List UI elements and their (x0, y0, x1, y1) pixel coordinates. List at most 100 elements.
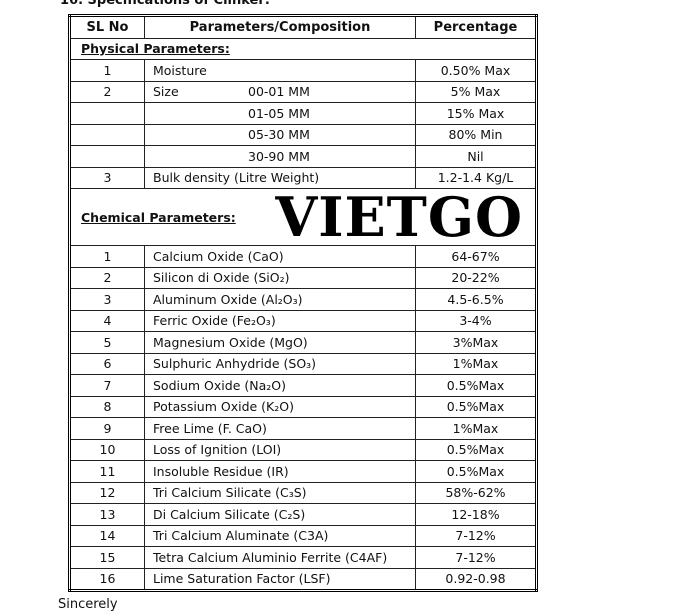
parameter-cell: Insoluble Residue (IR) (144, 460, 416, 483)
size-range: 01-05 MM (248, 105, 310, 121)
percentage-cell: 80% Min (415, 123, 537, 146)
percentage-cell: 5% Max (415, 80, 537, 103)
table-row: 9 Free Lime (F. CaO) 1%Max (69, 417, 537, 440)
parameter-cell: Loss of Ignition (LOI) (144, 438, 416, 461)
percentage-cell: 1.2-1.4 Kg/L (415, 166, 537, 189)
table-row: 15 Tetra Calcium Aluminio Ferrite (C4AF) 7… (69, 546, 537, 569)
parameter-cell: Potassium Oxide (K₂O) (144, 395, 416, 418)
percentage-cell: 20-22% (415, 266, 537, 289)
percentage-cell: 0.5%Max (415, 460, 537, 483)
parameter-cell: Tetra Calcium Aluminio Ferrite (C4AF) (144, 546, 416, 569)
header-percentage: Percentage (415, 15, 537, 39)
parameter-cell: 05-30 MM (144, 123, 416, 146)
parameter-name: Size (153, 84, 179, 100)
parameter-cell: Magnesium Oxide (MgO) (144, 331, 416, 354)
header-sl-no: SL No (69, 15, 145, 39)
physical-section-label: Physical Parameters: (69, 37, 537, 60)
sl-no-cell: 7 (69, 374, 145, 397)
parameter-cell: Tri Calcium Silicate (C₃S) (144, 481, 416, 504)
table-row: 05-30 MM 80% Min (69, 123, 537, 146)
header-parameters: Parameters/Composition (144, 15, 416, 39)
table-row: 13 Di Calcium Silicate (C₂S) 12-18% (69, 503, 537, 526)
sl-no-cell: 14 (69, 524, 145, 547)
sl-no-cell: 10 (69, 438, 145, 461)
sl-no-cell: 3 (69, 166, 145, 189)
percentage-cell: 1%Max (415, 417, 537, 440)
size-range: 05-30 MM (248, 127, 310, 143)
parameter-cell: Free Lime (F. CaO) (144, 417, 416, 440)
percentage-cell: 3-4% (415, 309, 537, 332)
parameter-cell: Size 00-01 MM (144, 80, 416, 103)
closing-text: Sincerely (58, 597, 118, 612)
sl-no-cell: 8 (69, 395, 145, 418)
sl-no-cell: 1 (69, 245, 145, 268)
sl-no-cell: 5 (69, 331, 145, 354)
table-row: 5 Magnesium Oxide (MgO) 3%Max (69, 331, 537, 354)
section-title: 16. Specifications of Clinker: (60, 0, 270, 8)
sl-no-cell: 11 (69, 460, 145, 483)
table-row: 2 Size 00-01 MM 5% Max (69, 80, 537, 103)
parameter-cell: Aluminum Oxide (Al₂O₃) (144, 288, 416, 311)
table-row: 2 Silicon di Oxide (SiO₂) 20-22% (69, 266, 537, 289)
table-row: 3 Aluminum Oxide (Al₂O₃) 4.5-6.5% (69, 288, 537, 311)
sl-no-cell: 4 (69, 309, 145, 332)
parameter-cell: Silicon di Oxide (SiO₂) (144, 266, 416, 289)
percentage-cell: Nil (415, 145, 537, 168)
table-row: 12 Tri Calcium Silicate (C₃S) 58%-62% (69, 481, 537, 504)
table-row: 11 Insoluble Residue (IR) 0.5%Max (69, 460, 537, 483)
sl-no-cell (69, 145, 145, 168)
parameter-cell: Lime Saturation Factor (LSF) (144, 567, 416, 591)
sl-no-cell: 15 (69, 546, 145, 569)
sl-no-cell: 12 (69, 481, 145, 504)
chemical-section-row: Chemical Parameters: VIETGO (69, 185, 537, 249)
size-range: 00-01 MM (248, 84, 310, 100)
percentage-cell: 1%Max (415, 352, 537, 375)
parameter-cell: Sulphuric Anhydride (SO₃) (144, 352, 416, 375)
size-range: 30-90 MM (248, 148, 310, 164)
parameter-cell: Ferric Oxide (Fe₂O₃) (144, 309, 416, 332)
sl-no-cell: 2 (69, 80, 145, 103)
percentage-cell: 7-12% (415, 524, 537, 547)
sl-no-cell: 16 (69, 567, 145, 591)
table-row: 4 Ferric Oxide (Fe₂O₃) 3-4% (69, 309, 537, 332)
table-row: 6 Sulphuric Anhydride (SO₃) 1%Max (69, 352, 537, 375)
parameter-cell: 30-90 MM (144, 145, 416, 168)
parameter-cell: Di Calcium Silicate (C₂S) (144, 503, 416, 526)
table-row: 14 Tri Calcium Aluminate (C3A) 7-12% (69, 524, 537, 547)
table-row: 7 Sodium Oxide (Na₂O) 0.5%Max (69, 374, 537, 397)
parameter-cell: 01-05 MM (144, 102, 416, 125)
parameter-cell: Calcium Oxide (CaO) (144, 245, 416, 268)
sl-no-cell: 9 (69, 417, 145, 440)
table-row: 1 Moisture 0.50% Max (69, 59, 537, 82)
percentage-cell: 0.50% Max (415, 59, 537, 82)
chemical-section-cell: Chemical Parameters: VIETGO (69, 185, 537, 249)
sl-no-cell (69, 123, 145, 146)
table-row: 16 Lime Saturation Factor (LSF) 0.92-0.98 (69, 567, 537, 591)
percentage-cell: 15% Max (415, 102, 537, 125)
sl-no-cell: 6 (69, 352, 145, 375)
percentage-cell: 58%-62% (415, 481, 537, 504)
parameter-name: Moisture (153, 62, 207, 78)
percentage-cell: 7-12% (415, 546, 537, 569)
percentage-cell: 0.5%Max (415, 374, 537, 397)
percentage-cell: 0.5%Max (415, 438, 537, 461)
percentage-cell: 0.5%Max (415, 395, 537, 418)
parameter-name: Bulk density (Litre Weight) (153, 170, 320, 186)
table-row: 10 Loss of Ignition (LOI) 0.5%Max (69, 438, 537, 461)
clinker-spec-table: SL No Parameters/Composition Percentage … (68, 14, 538, 592)
physical-section-row: Physical Parameters: (69, 37, 537, 60)
sl-no-cell: 1 (69, 59, 145, 82)
table-row: 8 Potassium Oxide (K₂O) 0.5%Max (69, 395, 537, 418)
chemical-section-label: Chemical Parameters: (81, 209, 236, 225)
percentage-cell: 4.5-6.5% (415, 288, 537, 311)
percentage-cell: 12-18% (415, 503, 537, 526)
table-header-row: SL No Parameters/Composition Percentage (69, 15, 537, 39)
sl-no-cell: 3 (69, 288, 145, 311)
vietgo-watermark: VIETGO (275, 185, 523, 249)
parameter-cell: Moisture (144, 59, 416, 82)
parameter-cell: Sodium Oxide (Na₂O) (144, 374, 416, 397)
table-row: 01-05 MM 15% Max (69, 102, 537, 125)
table-row: 3 Bulk density (Litre Weight) 1.2-1.4 Kg/L (69, 166, 537, 189)
sl-no-cell: 13 (69, 503, 145, 526)
percentage-cell: 3%Max (415, 331, 537, 354)
